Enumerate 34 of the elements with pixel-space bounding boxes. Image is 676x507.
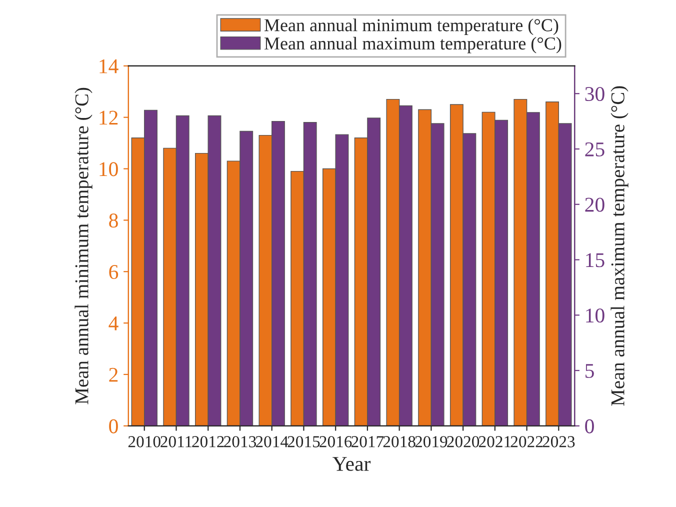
- y2-tick-label: 0: [585, 419, 594, 434]
- y-tick-label: 8: [109, 214, 118, 228]
- x-tick-label: 2021: [478, 436, 511, 448]
- x-axis-title: Year: [332, 457, 371, 471]
- x-tick-label: 2020: [447, 436, 480, 448]
- y2-tick-label: 10: [586, 308, 604, 323]
- x-tick-label: 2015: [288, 436, 320, 448]
- x-tick-label: 2018: [383, 436, 416, 448]
- legend-label: Mean annual minimum temperature (°C): [264, 18, 558, 35]
- x-tick-label: 2013: [224, 436, 256, 448]
- y-axis-title: Mean annual minimum temperature (°C): [74, 88, 92, 404]
- y2-tick-label: 20: [585, 198, 604, 212]
- y2-axis-title: Mean annual maximum temperature (°C): [610, 86, 628, 406]
- y-tick-label: 10: [100, 162, 118, 176]
- y2-tick-label: 15: [586, 253, 604, 268]
- x-tick-label: 2023: [542, 436, 575, 448]
- x-tick-label: 2016: [320, 436, 352, 448]
- x-tick-label: 2010: [128, 436, 160, 448]
- y-tick-label: 12: [100, 110, 118, 125]
- x-tick-label: 2011: [160, 436, 192, 448]
- x-tick-label: 2022: [510, 436, 543, 448]
- y-tick-label: 4: [108, 316, 118, 330]
- x-tick-label: 2014: [256, 436, 288, 448]
- legend-label: Mean annual maximum temperature (°C): [264, 36, 562, 54]
- x-tick-label: 2012: [192, 436, 224, 448]
- y2-tick-label: 30: [585, 86, 604, 102]
- x-tick-label: 2017: [352, 436, 384, 448]
- y2-tick-label: 25: [585, 142, 604, 156]
- y2-tick-label: 5: [586, 364, 594, 378]
- x-tick-label: 2019: [415, 436, 448, 448]
- y-tick-label: 14: [100, 59, 118, 74]
- y-tick-label: 2: [109, 368, 118, 382]
- y-tick-label: 0: [109, 419, 118, 434]
- y-tick-label: 6: [109, 265, 118, 280]
